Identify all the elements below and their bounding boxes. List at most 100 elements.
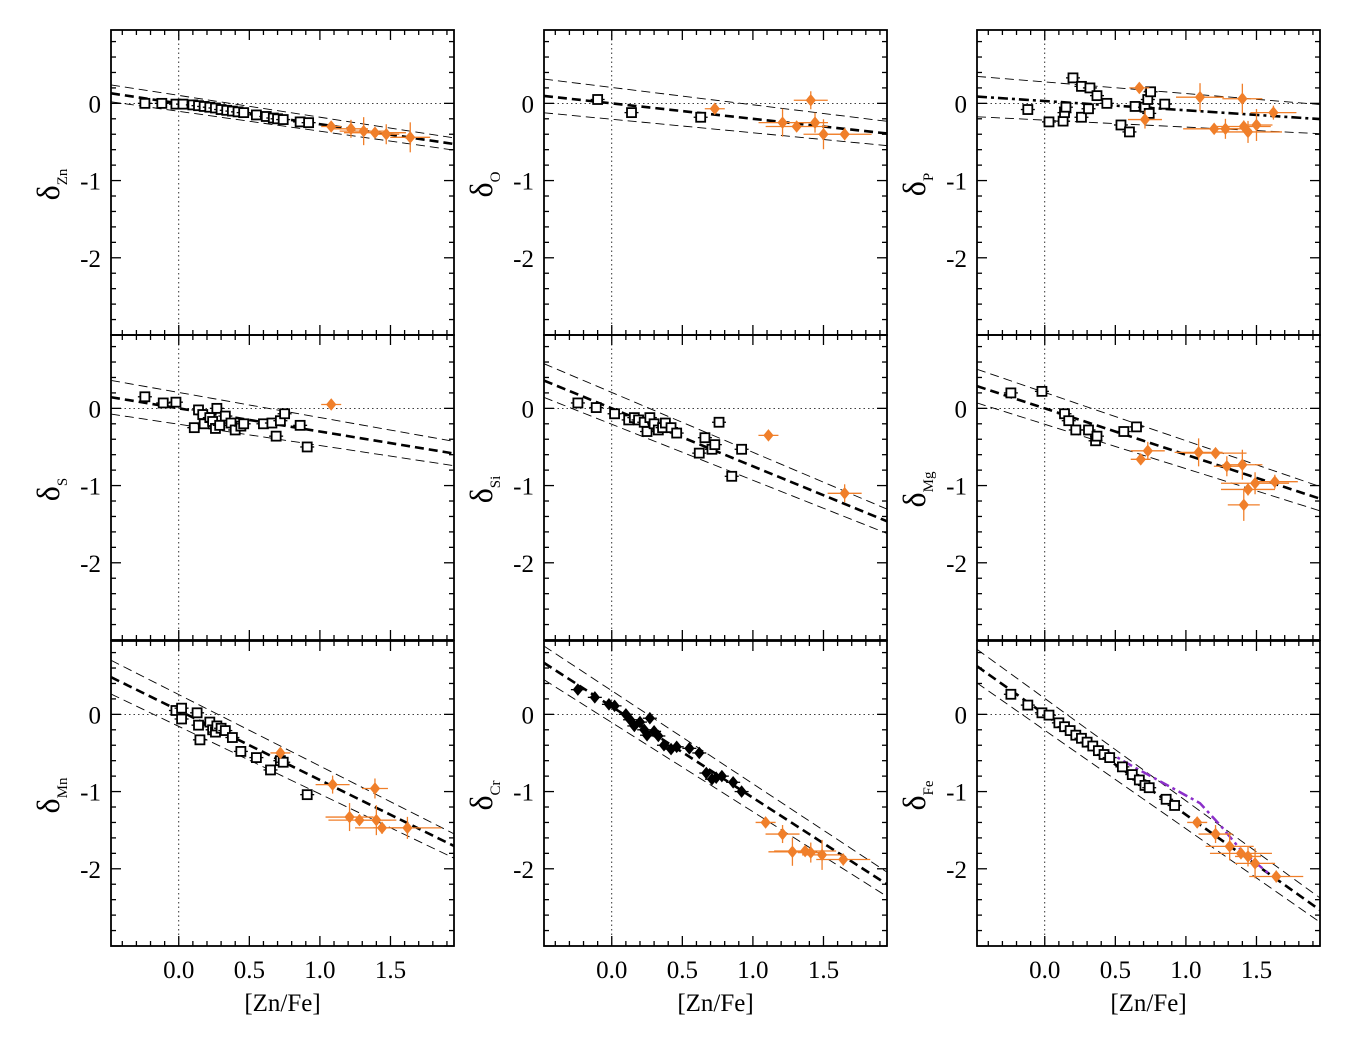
data-point (589, 691, 600, 704)
plot-area (544, 335, 887, 640)
y-axis-symbol: δ (30, 486, 66, 501)
y-axis-subscript: P (921, 173, 937, 181)
data-point (1067, 72, 1079, 84)
axes-frame (110, 334, 455, 641)
data-point (763, 429, 774, 442)
fit-envelope-line (544, 679, 887, 897)
data-point (170, 396, 182, 408)
data-point (641, 728, 653, 742)
data-point (211, 402, 223, 414)
data-point (671, 740, 682, 754)
y-tick-label: -1 (80, 780, 101, 807)
data-point (344, 810, 355, 824)
data-point (277, 756, 289, 768)
data-point (1249, 857, 1261, 870)
data-point (609, 699, 620, 713)
x-tick-label: 1.0 (1170, 957, 1201, 984)
data-point (219, 410, 231, 422)
data-point (626, 107, 637, 119)
y-tick-label: -1 (946, 780, 967, 807)
data-point (226, 732, 238, 743)
x-tick-label: 0.5 (234, 957, 265, 984)
plot-area (111, 335, 454, 640)
data-point (805, 93, 816, 107)
x-tick-label: 1.5 (375, 957, 406, 984)
plot-area (544, 30, 887, 335)
fit-envelope-line (544, 112, 887, 147)
axes-frame (976, 334, 1321, 641)
data-point (726, 470, 738, 482)
data-point (658, 738, 670, 752)
data-point (235, 746, 247, 757)
data-point (1192, 816, 1203, 829)
data-point (572, 397, 584, 409)
data-point (1159, 98, 1171, 110)
axes-frame (543, 29, 888, 336)
plot-area (544, 641, 887, 946)
data-point (1224, 840, 1235, 853)
data-point (1070, 424, 1082, 436)
y-axis-subscript: Mn (55, 777, 71, 798)
data-point (634, 715, 646, 729)
y-tick-label: -1 (513, 169, 534, 196)
y-tick-label: 0 (89, 702, 102, 729)
fit-envelope-line (111, 101, 454, 151)
y-axis-subscript: Fe (921, 780, 937, 795)
y-tick-label: -1 (80, 474, 101, 501)
y-axis-label: δO (463, 171, 504, 197)
data-point (1131, 421, 1142, 433)
data-point (1124, 126, 1135, 138)
data-point (369, 126, 381, 139)
y-tick-label: -2 (513, 551, 534, 578)
y-axis-symbol: δ (463, 182, 499, 197)
data-point (157, 397, 169, 409)
data-point (653, 729, 664, 743)
panel-cr: 0 -1 -2 δCr 0.0 0.5 1.0 1.5 [Zn/Fe] (463, 640, 888, 1017)
x-tick-label: 1.5 (808, 957, 839, 984)
axes-frame (543, 334, 888, 641)
data-point (250, 109, 262, 121)
y-tick-label: -1 (513, 474, 534, 501)
y-tick-label: 0 (89, 396, 102, 423)
x-axis-label: [Zn/Fe] (677, 990, 753, 1017)
axes-frame (110, 29, 455, 336)
data-point (1022, 104, 1034, 115)
data-point (1036, 385, 1048, 397)
fit-envelope-line (544, 645, 887, 873)
data-point (176, 702, 187, 714)
data-point (1145, 86, 1157, 98)
data-point (1210, 827, 1221, 841)
data-point (1193, 446, 1204, 459)
data-point (695, 111, 707, 123)
data-point (371, 813, 382, 827)
panel-p: 0 -1 -2 δP (896, 29, 1321, 336)
data-point (238, 418, 250, 430)
data-point (1083, 103, 1094, 115)
data-point (188, 422, 200, 434)
y-axis-symbol: δ (896, 492, 932, 507)
data-point (1134, 81, 1145, 95)
data-point (301, 789, 313, 801)
data-point (701, 766, 712, 780)
y-axis-symbol: δ (896, 181, 932, 196)
y-axis-symbol: δ (463, 795, 499, 810)
data-point (1084, 82, 1096, 94)
data-point (238, 107, 250, 119)
data-point (279, 408, 291, 420)
panel-mg: 0 -1 -2 δMg (896, 334, 1321, 641)
data-point (799, 844, 811, 858)
fit-envelope-line (544, 396, 887, 534)
data-point (1083, 424, 1094, 436)
data-point (1242, 125, 1254, 139)
y-axis-symbol: δ (30, 798, 66, 813)
data-point (716, 769, 727, 783)
data-point (671, 427, 683, 439)
y-tick-label: -2 (946, 246, 967, 273)
data-point (1005, 688, 1017, 700)
y-tick-label: 0 (522, 396, 535, 423)
data-point (1043, 709, 1055, 721)
data-point (1091, 430, 1103, 442)
plot-area (977, 641, 1320, 946)
y-tick-label: -1 (513, 780, 534, 807)
